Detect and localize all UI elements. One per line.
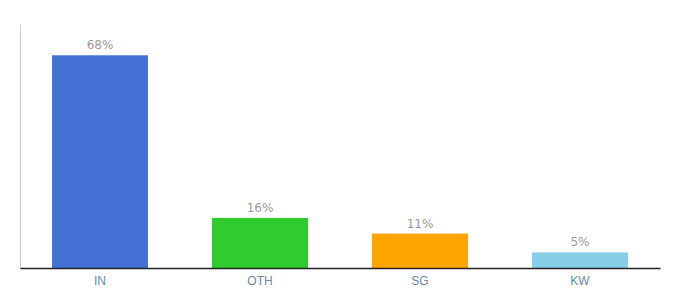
x-tick: IN [94,274,106,288]
data-label: 68% [87,38,114,52]
x-axis-line [21,268,661,270]
y-axis-line [20,25,21,269]
plot: IN OTH SG KW 68% 16% 11% 5% [21,25,661,288]
x-tick: KW [570,274,590,288]
bar [212,218,308,268]
bar [372,234,468,268]
data-label: 5% [570,235,589,249]
x-tick-label: IN [94,274,106,288]
data-labels: 68% 16% 11% 5% [87,38,590,249]
x-tick: OTH [247,274,272,288]
bar [532,252,628,268]
x-tick: SG [411,274,428,288]
bar [52,55,148,268]
bars [52,55,628,268]
x-tick-label: OTH [247,274,272,288]
x-tick-label: SG [411,274,428,288]
x-axis: IN OTH SG KW [21,269,661,288]
data-label: 11% [407,217,434,231]
data-label: 16% [247,201,274,215]
x-tick-label: KW [570,274,590,288]
chart: IN OTH SG KW 68% 16% 11% 5% [0,0,680,300]
y-axis [20,25,21,269]
